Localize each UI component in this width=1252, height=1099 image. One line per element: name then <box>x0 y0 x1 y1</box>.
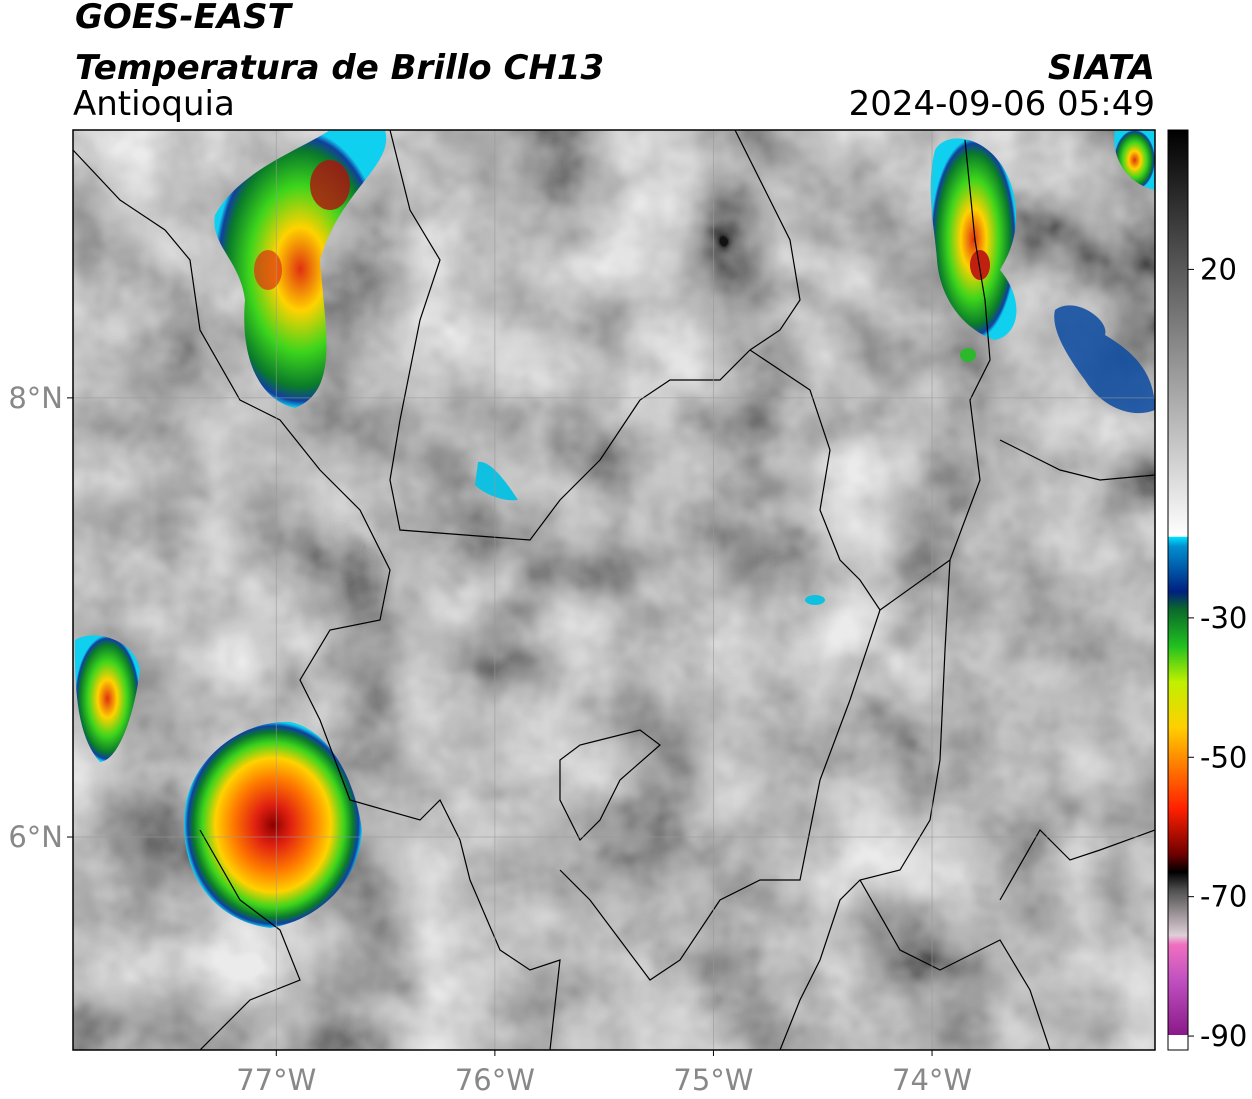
x-tick-label: 76°W <box>455 1063 535 1097</box>
y-tick-label: 8°N <box>8 381 63 415</box>
x-tick-label: 77°W <box>236 1063 316 1097</box>
region: Antioquia <box>73 84 235 124</box>
x-tick-label: 75°W <box>673 1063 753 1097</box>
colorbar-tick-label: 20 <box>1200 252 1237 286</box>
colorbar-tick-label: -30 <box>1200 601 1247 635</box>
title: GOES-EAST <box>75 0 294 37</box>
colorbar-tick-label: -50 <box>1200 740 1247 774</box>
subtitle: Temperatura de Brillo CH13 <box>75 48 604 88</box>
borders <box>73 130 1155 1050</box>
map-frame <box>72 129 1156 1051</box>
source: SIATA <box>1048 48 1155 88</box>
colorbar-under <box>1168 1035 1188 1050</box>
datetime: 2024-09-06 05:49 <box>849 84 1155 124</box>
colorbar <box>1168 130 1188 1035</box>
x-tick-label: 74°W <box>892 1063 972 1097</box>
colorbar-tick-label: -90 <box>1200 1019 1247 1053</box>
colorbar-tick-label: -70 <box>1200 880 1247 914</box>
colorbar-frame <box>1167 129 1189 1051</box>
storms <box>74 130 1155 928</box>
graticule <box>73 130 1155 1050</box>
map-image <box>73 130 1155 1050</box>
y-tick-label: 6°N <box>8 820 63 854</box>
